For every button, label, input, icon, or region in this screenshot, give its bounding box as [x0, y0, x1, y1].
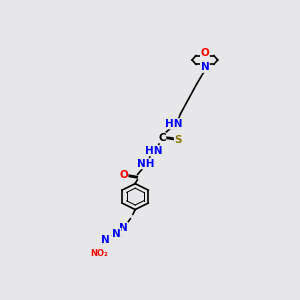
- Text: NH: NH: [137, 159, 154, 169]
- Text: HN: HN: [165, 119, 182, 129]
- Text: C: C: [158, 133, 166, 143]
- Text: O: O: [200, 48, 209, 58]
- Text: N: N: [200, 62, 209, 72]
- Text: O: O: [119, 170, 128, 180]
- Text: NO₂: NO₂: [90, 249, 108, 258]
- Text: N: N: [119, 223, 128, 232]
- Text: N: N: [101, 236, 110, 245]
- Text: N: N: [112, 229, 121, 238]
- Text: HN: HN: [145, 146, 163, 156]
- Text: S: S: [174, 135, 182, 145]
